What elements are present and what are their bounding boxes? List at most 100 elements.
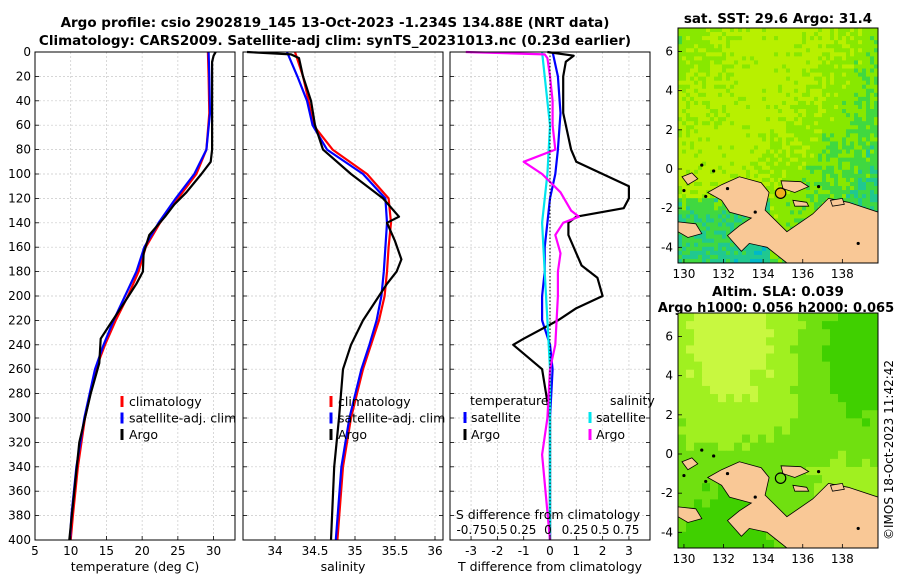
map-cell	[678, 369, 687, 379]
map-cell	[806, 32, 811, 37]
sst-map-ytick-label: -2	[661, 201, 673, 215]
map-cell	[814, 56, 819, 61]
map-cell	[694, 169, 699, 175]
map-cell	[750, 169, 755, 175]
map-cell	[734, 246, 739, 252]
map-cell	[790, 329, 799, 338]
map-cell	[866, 92, 871, 98]
map-cell	[698, 242, 703, 248]
map-cell	[678, 60, 683, 65]
map-cell	[710, 246, 715, 252]
map-cell	[774, 121, 779, 126]
map-cell	[702, 125, 707, 130]
map-cell	[830, 337, 839, 346]
map-cell	[762, 64, 767, 69]
map-cell	[814, 194, 819, 199]
map-cell	[838, 426, 847, 435]
map-cell	[794, 157, 799, 163]
island-marker	[712, 454, 716, 458]
map-cell	[678, 36, 683, 41]
map-cell	[830, 133, 835, 138]
map-cell	[730, 44, 735, 49]
map-cell	[778, 129, 783, 134]
map-cell	[694, 218, 699, 223]
map-cell	[782, 458, 791, 468]
map-cell	[782, 88, 787, 94]
map-cell	[686, 40, 691, 45]
map-cell	[866, 109, 871, 114]
map-cell	[798, 329, 807, 338]
map-cell	[702, 515, 711, 525]
map-cell	[862, 44, 867, 49]
map-cell	[850, 40, 855, 45]
map-cell	[742, 539, 751, 548]
map-cell	[874, 113, 878, 118]
map-cell	[738, 92, 743, 98]
map-cell	[774, 499, 783, 508]
map-cell	[734, 442, 743, 452]
map-cell	[750, 361, 759, 371]
map-cell	[802, 109, 807, 114]
map-cell	[866, 157, 871, 163]
map-cell	[690, 125, 695, 130]
map-cell	[754, 129, 759, 134]
map-cell	[782, 100, 787, 106]
map-cell	[770, 129, 775, 134]
map-cell	[750, 434, 759, 444]
map-cell	[838, 394, 847, 403]
map-cell	[738, 104, 743, 110]
map-cell	[774, 214, 779, 219]
map-cell	[738, 84, 743, 90]
map-cell	[774, 539, 783, 548]
map-cell	[710, 369, 719, 379]
map-cell	[870, 483, 878, 492]
map-cell	[742, 153, 747, 159]
map-cell	[722, 238, 727, 244]
map-cell	[762, 80, 767, 86]
map-cell	[830, 88, 835, 94]
map-cell	[814, 141, 819, 146]
map-cell	[854, 88, 859, 94]
map-cell	[754, 113, 759, 118]
map-cell	[718, 218, 723, 223]
sst-map-frame	[677, 27, 879, 264]
map-cell	[806, 434, 815, 444]
map-cell	[750, 113, 755, 118]
map-cell	[822, 125, 827, 130]
map-cell	[830, 96, 835, 102]
map-cell	[842, 56, 847, 61]
map-cell	[846, 313, 855, 322]
island-marker	[682, 473, 686, 478]
map-cell	[710, 394, 719, 403]
map-cell	[786, 214, 791, 219]
map-cell	[742, 157, 747, 163]
map-cell	[794, 206, 799, 211]
map-cell	[866, 76, 871, 82]
map-cell	[830, 125, 835, 130]
map-cell	[830, 117, 835, 122]
map-cell	[706, 125, 711, 130]
map-cell	[862, 92, 867, 98]
map-cell	[750, 145, 755, 150]
map-cell	[746, 96, 751, 102]
map-cell	[686, 129, 691, 134]
map-cell	[842, 129, 847, 134]
map-cell	[682, 157, 687, 163]
map-cell	[826, 194, 831, 199]
map-cell	[874, 129, 878, 134]
map-cell	[870, 402, 878, 411]
map-cell	[702, 418, 711, 427]
map-cell	[730, 32, 735, 37]
map-cell	[858, 96, 863, 102]
map-cell	[802, 133, 807, 138]
map-cell	[718, 385, 727, 395]
map-cell	[818, 40, 823, 45]
map-cell	[830, 418, 839, 427]
map-cell	[702, 40, 707, 45]
map-cell	[726, 539, 735, 548]
salinity-xlabel: salinity	[321, 559, 366, 574]
legend-label: satellite	[596, 410, 646, 425]
map-cell	[870, 109, 875, 114]
map-cell	[774, 345, 783, 354]
map-cell	[762, 177, 767, 183]
